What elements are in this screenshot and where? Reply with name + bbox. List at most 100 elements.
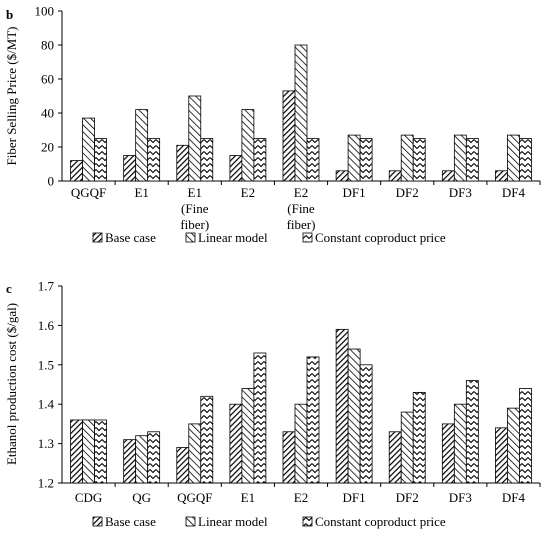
y-tick-label: 1.4 bbox=[38, 397, 55, 412]
x-tick-label: fiber) bbox=[287, 217, 316, 232]
x-tick-label: DF2 bbox=[396, 185, 419, 200]
legend-swatch bbox=[92, 516, 103, 527]
bar bbox=[147, 431, 161, 484]
bar bbox=[200, 138, 214, 182]
bar bbox=[241, 388, 255, 484]
bar bbox=[388, 170, 402, 182]
bar bbox=[282, 90, 296, 182]
chart-panel-b: b Fiber Selling Price ($/MT) 0 20 40 60 80 100 Q… bbox=[4, 4, 541, 245]
bar bbox=[388, 431, 402, 484]
bar bbox=[335, 328, 349, 484]
x-tick-label: (Fine bbox=[287, 201, 315, 216]
bar bbox=[519, 388, 532, 484]
legend-swatch bbox=[185, 232, 196, 243]
bar bbox=[519, 138, 532, 182]
legend-label: Base case bbox=[105, 514, 156, 529]
bar bbox=[253, 352, 267, 484]
bar bbox=[94, 138, 107, 182]
legend-swatch bbox=[302, 516, 313, 527]
bar bbox=[229, 403, 243, 484]
x-tick-label: DF3 bbox=[449, 185, 472, 200]
bar bbox=[241, 109, 255, 182]
y-tick-label: 1.3 bbox=[38, 436, 54, 451]
bar bbox=[306, 356, 320, 484]
bar bbox=[453, 134, 467, 182]
legend-label: Constant coproduct price bbox=[315, 514, 446, 529]
bar bbox=[359, 364, 373, 484]
bar bbox=[70, 160, 83, 182]
x-tick-label: CDG bbox=[75, 490, 102, 505]
bar bbox=[412, 391, 426, 484]
y-tick-label: 1.2 bbox=[38, 476, 54, 491]
y-tick-label: 1.7 bbox=[38, 279, 55, 294]
legend-label: Linear model bbox=[198, 230, 268, 245]
panel-label: c bbox=[6, 281, 12, 296]
y-tick-label: 40 bbox=[41, 106, 54, 121]
bar bbox=[123, 439, 137, 484]
x-tick-label: E2 bbox=[294, 185, 308, 200]
bar bbox=[188, 95, 202, 182]
y-tick-label: 60 bbox=[41, 72, 54, 87]
x-tick-label: DF1 bbox=[343, 185, 366, 200]
bar bbox=[188, 423, 202, 484]
legend-label: Base case bbox=[105, 230, 156, 245]
bar bbox=[176, 144, 190, 182]
bar bbox=[70, 419, 83, 484]
x-tick-label: DF4 bbox=[502, 490, 526, 505]
x-tick-label: DF2 bbox=[396, 490, 419, 505]
bar bbox=[135, 109, 149, 182]
bar bbox=[441, 170, 455, 182]
bar bbox=[253, 138, 267, 182]
x-tick-label: DF4 bbox=[502, 185, 526, 200]
bar bbox=[135, 435, 149, 484]
x-tick-label: E1 bbox=[134, 185, 148, 200]
bar bbox=[82, 117, 95, 182]
bar bbox=[495, 170, 508, 182]
bar bbox=[176, 447, 190, 484]
legend-swatch bbox=[302, 232, 313, 243]
bar bbox=[465, 138, 479, 182]
bar bbox=[347, 348, 361, 484]
x-tick-label: fiber) bbox=[180, 217, 209, 232]
bar bbox=[82, 419, 95, 484]
bar bbox=[294, 403, 308, 484]
x-tick-label: (Fine bbox=[181, 201, 209, 216]
y-tick-label: 0 bbox=[48, 174, 55, 189]
bar bbox=[465, 380, 479, 484]
x-tick-label: E2 bbox=[241, 185, 255, 200]
y-axis-title: Ethanol production cost ($/gal) bbox=[4, 303, 19, 465]
bar bbox=[294, 44, 308, 182]
bar bbox=[359, 138, 373, 182]
x-tick-label: QGQF bbox=[177, 490, 212, 505]
x-tick-label: DF3 bbox=[449, 490, 472, 505]
y-axis-title: Fiber Selling Price ($/MT) bbox=[4, 26, 19, 165]
bar bbox=[400, 134, 414, 182]
bar bbox=[282, 431, 296, 484]
bar bbox=[147, 138, 161, 182]
bar bbox=[400, 411, 414, 484]
bar bbox=[335, 170, 349, 182]
x-tick-label: E2 bbox=[294, 490, 308, 505]
bar bbox=[200, 395, 214, 484]
bar bbox=[495, 427, 508, 484]
y-tick-label: 1.6 bbox=[38, 318, 55, 333]
y-tick-label: 80 bbox=[41, 38, 54, 53]
bar bbox=[453, 403, 467, 484]
bar bbox=[229, 155, 243, 182]
x-tick-label: QGQF bbox=[71, 185, 106, 200]
bar bbox=[306, 138, 320, 182]
y-tick-label: 20 bbox=[41, 140, 54, 155]
x-tick-label: DF1 bbox=[343, 490, 366, 505]
panel-label: b bbox=[6, 7, 13, 22]
y-tick-label: 100 bbox=[35, 4, 55, 19]
x-tick-label: E1 bbox=[241, 490, 255, 505]
x-tick-label: QG bbox=[132, 490, 151, 505]
chart-panel-c: c Ethanol production cost ($/gal) 1.2 1.3 1.… bbox=[4, 279, 541, 529]
legend-label: Linear model bbox=[198, 514, 268, 529]
legend-label: Constant coproduct price bbox=[315, 230, 446, 245]
bar bbox=[412, 138, 426, 182]
legend-swatch bbox=[92, 232, 103, 243]
bar bbox=[507, 134, 520, 182]
bar bbox=[94, 419, 107, 484]
